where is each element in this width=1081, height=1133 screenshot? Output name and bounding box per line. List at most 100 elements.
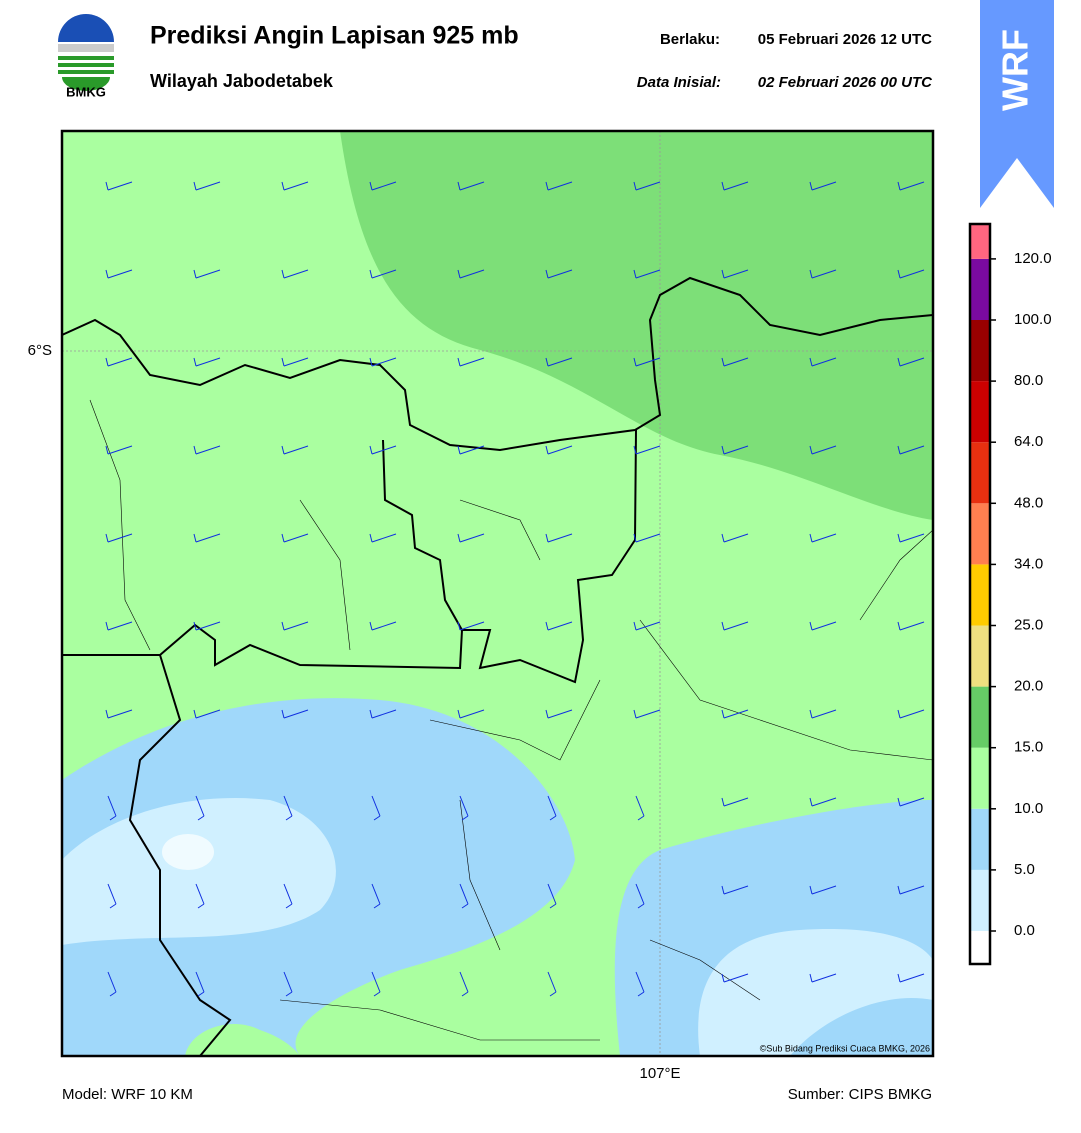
wind-barb bbox=[193, 533, 221, 543]
init-time: 02 Februari 2026 00 UTC bbox=[758, 74, 933, 91]
wind-barb bbox=[457, 357, 485, 367]
colorbar-frame bbox=[968, 222, 992, 966]
wind-barb bbox=[459, 971, 469, 997]
valid-time: 05 Februari 2026 12 UTC bbox=[758, 31, 932, 48]
wind-barb bbox=[371, 795, 381, 821]
colorbar-segment bbox=[970, 686, 990, 748]
colorbar-segment bbox=[970, 442, 990, 504]
wind-barb bbox=[633, 181, 661, 191]
wind-barb bbox=[721, 181, 749, 191]
wind-barb bbox=[809, 269, 837, 279]
wind-barb bbox=[897, 885, 925, 895]
wind-barb bbox=[897, 973, 925, 983]
wind-barb bbox=[193, 357, 221, 367]
wind-barb bbox=[633, 445, 661, 455]
colorbar-segment bbox=[970, 869, 990, 931]
credit: ©Sub Bidang Prediksi Cuaca BMKG, 2026 bbox=[760, 1043, 930, 1053]
wind-barb bbox=[809, 181, 837, 191]
colorbar-segment bbox=[970, 320, 990, 382]
colorbar-label: 0.0 bbox=[1014, 922, 1035, 939]
wind-barb bbox=[633, 533, 661, 543]
colorbar-label: 80.0 bbox=[1014, 372, 1043, 389]
wind-barb bbox=[281, 709, 309, 719]
colorbar-label: 100.0 bbox=[1014, 311, 1052, 328]
wind-barb bbox=[193, 181, 221, 191]
wind-barb bbox=[193, 445, 221, 455]
wind-barb bbox=[547, 971, 557, 997]
wind-barb bbox=[281, 269, 309, 279]
wind-barbs bbox=[105, 181, 925, 997]
wind-barb bbox=[809, 533, 837, 543]
wind-barb bbox=[369, 709, 397, 719]
wind-barb bbox=[545, 445, 573, 455]
colorbar-label: 20.0 bbox=[1014, 678, 1043, 695]
wind-barb bbox=[281, 533, 309, 543]
wind-barb bbox=[545, 533, 573, 543]
wind-barb bbox=[897, 621, 925, 631]
wind-barb bbox=[105, 621, 133, 631]
colorbar-segment bbox=[970, 808, 990, 870]
wind-barb bbox=[369, 621, 397, 631]
badge-text: WRF bbox=[995, 29, 1036, 111]
wind-barb bbox=[193, 269, 221, 279]
subtitle: Wilayah Jabodetabek bbox=[150, 71, 334, 91]
wind-barb bbox=[457, 181, 485, 191]
colorbar-label: 5.0 bbox=[1014, 861, 1035, 878]
colorbar-label: 48.0 bbox=[1014, 494, 1043, 511]
wind-barb bbox=[809, 357, 837, 367]
colorbar-label: 120.0 bbox=[1014, 250, 1052, 267]
colorbar-segment bbox=[970, 625, 990, 687]
wind-barb bbox=[897, 797, 925, 807]
wind-barb bbox=[547, 795, 557, 821]
lon-label: 107°E bbox=[639, 1065, 680, 1082]
footer-model: Model: WRF 10 KM bbox=[62, 1086, 193, 1103]
wind-barb bbox=[721, 973, 749, 983]
badge bbox=[980, 0, 1054, 208]
colorbar-segment bbox=[970, 503, 990, 565]
wind-barb bbox=[457, 621, 485, 631]
wind-barb bbox=[281, 445, 309, 455]
wind-barb bbox=[547, 883, 557, 909]
wind-barb bbox=[369, 533, 397, 543]
colorbar-segment bbox=[970, 258, 990, 320]
colorbar-label: 64.0 bbox=[1014, 433, 1043, 450]
wind-barb bbox=[195, 971, 205, 997]
wind-barb bbox=[721, 445, 749, 455]
title: Prediksi Angin Lapisan 925 mb bbox=[150, 22, 519, 50]
wind-barb bbox=[897, 445, 925, 455]
wind-barb bbox=[105, 269, 133, 279]
wind-barb bbox=[283, 795, 293, 821]
wind-barb bbox=[105, 533, 133, 543]
wind-barb bbox=[721, 709, 749, 719]
wind-barb bbox=[809, 445, 837, 455]
wind-barb bbox=[193, 621, 221, 631]
wind-barb bbox=[283, 971, 293, 997]
wind-barb bbox=[545, 181, 573, 191]
wind-barb bbox=[721, 885, 749, 895]
init-label: Data Inisial: bbox=[637, 74, 721, 91]
wind-barb bbox=[193, 709, 221, 719]
wind-barb bbox=[635, 971, 645, 997]
wind-barb bbox=[545, 621, 573, 631]
wind-barb bbox=[107, 795, 117, 821]
colorbar-segment bbox=[970, 224, 990, 259]
wind-barb bbox=[459, 883, 469, 909]
wind-barb bbox=[721, 797, 749, 807]
wind-barb bbox=[721, 269, 749, 279]
wind-barb bbox=[369, 357, 397, 367]
wind-barb bbox=[897, 709, 925, 719]
colorbar: 0.0 5.0 10.0 15.0 20.0 25.0 34.0 48.0 64.0 80.0 10… bbox=[968, 222, 1052, 966]
colorbar-label: 10.0 bbox=[1014, 800, 1043, 817]
wind-barb bbox=[809, 885, 837, 895]
wind-barb bbox=[897, 269, 925, 279]
wind-barb bbox=[457, 709, 485, 719]
footer-source: Sumber: CIPS BMKG bbox=[788, 1086, 932, 1103]
wind-barb bbox=[195, 883, 205, 909]
wind-barb bbox=[897, 533, 925, 543]
wind-barb bbox=[369, 269, 397, 279]
wind-barb bbox=[633, 357, 661, 367]
colorbar-label: 15.0 bbox=[1014, 739, 1043, 756]
wind-barb bbox=[635, 883, 645, 909]
